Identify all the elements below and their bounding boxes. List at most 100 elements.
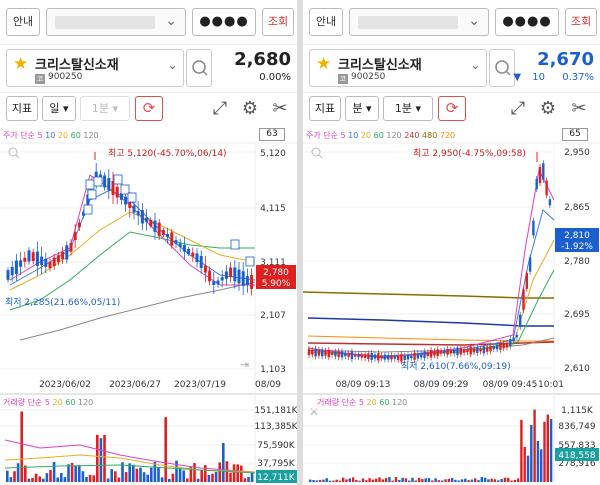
candle [545, 180, 548, 196]
scroll-arrow-icon[interactable]: ⇥ [240, 358, 249, 371]
volume-bar [427, 478, 431, 482]
candle [311, 349, 314, 355]
candle [203, 265, 207, 273]
indicator-button[interactable]: 지표 [6, 96, 38, 121]
volume-bar [500, 478, 503, 482]
candle [212, 281, 216, 285]
volume-bar [88, 474, 92, 482]
candle [469, 346, 472, 355]
volume-bar [16, 463, 20, 482]
password-field[interactable]: ●●●● [495, 8, 559, 36]
candle [420, 353, 423, 358]
candle [10, 267, 14, 276]
expand-icon[interactable]: ⤢ [212, 98, 228, 119]
search-icon[interactable] [489, 49, 515, 87]
volume-bar [171, 473, 175, 482]
volume-bar [474, 478, 477, 482]
candle [502, 343, 505, 349]
candle [103, 175, 107, 188]
tools-icon[interactable]: ✂ [571, 98, 587, 119]
account-bar: 안내 ⌄ ●●●● 조회 [303, 0, 600, 42]
interval-select[interactable]: 1분 ▾ [383, 96, 433, 121]
candle [532, 220, 535, 236]
candle [330, 352, 334, 355]
refresh-icon[interactable]: ⟳ [135, 96, 163, 121]
interval-select[interactable]: 1분 ▾ [80, 96, 130, 121]
x-tick: 10:01 [538, 380, 564, 390]
volume-bar [394, 477, 398, 482]
volume-bar [117, 477, 121, 482]
account-select[interactable]: ⌄ [46, 8, 186, 36]
volume-bar [401, 477, 404, 482]
gear-icon[interactable]: ⚙ [241, 98, 259, 119]
y-tick: 2,695 [564, 310, 590, 320]
volume-bar [332, 480, 335, 482]
volume-bar [513, 479, 516, 482]
volume-bar [507, 477, 510, 482]
candle [403, 355, 406, 360]
x-tick: 08/09 09:13 [336, 380, 391, 390]
candle [436, 349, 439, 357]
chart-count: 63 [259, 128, 285, 141]
search-button[interactable]: 조회 [565, 8, 597, 36]
volume-bar [431, 480, 434, 482]
candle [77, 222, 81, 228]
star-icon[interactable]: ★ [13, 54, 29, 74]
x-tick: 08/09 [255, 380, 281, 390]
volume-bar [414, 480, 417, 482]
volume-bar [348, 478, 351, 482]
volume-bar [328, 480, 332, 482]
volume-bar [34, 473, 38, 482]
candle [535, 178, 538, 190]
current-price: 2,670 [537, 49, 594, 70]
candle [195, 253, 199, 263]
volume-bar [309, 479, 312, 482]
gear-icon[interactable]: ⚙ [539, 98, 557, 119]
candle [61, 251, 65, 260]
candle [363, 354, 367, 359]
candle [515, 334, 519, 338]
stock-selector[interactable]: ★ 크리스탈신소재 코 900250 ⌄ [6, 49, 184, 87]
volume-bar [325, 478, 328, 482]
volume-bar [204, 465, 207, 482]
candle [499, 343, 502, 350]
volume-bar [421, 479, 424, 482]
volume-bar [335, 479, 338, 482]
stock-selector[interactable]: ★ 크리스탈신소재 코 900250 ⌄ [309, 49, 487, 87]
volume-bar [193, 463, 196, 482]
y-tick: 2,780 [564, 257, 590, 267]
period-select[interactable]: 분 ▾ [345, 96, 379, 121]
candle [35, 251, 39, 266]
info-button[interactable]: 안내 [309, 8, 343, 36]
star-icon[interactable]: ★ [316, 54, 332, 74]
vol-tick: 113,385K [254, 422, 297, 432]
volume-bar [56, 477, 59, 482]
candle [439, 351, 443, 354]
stock-info: ★ 크리스탈신소재 코 900250 ⌄ 2,670 ▼ 10 0.37% [303, 44, 600, 90]
candle [449, 349, 453, 354]
search-button[interactable]: 조회 [262, 8, 294, 36]
candle [344, 353, 347, 357]
tools-icon[interactable]: ✂ [272, 98, 288, 119]
search-icon[interactable] [186, 49, 212, 87]
volume-bar [218, 462, 221, 482]
account-select[interactable]: ⌄ [349, 8, 489, 36]
candle [241, 271, 245, 286]
volume-bar [31, 477, 34, 482]
volume-bar [464, 478, 467, 482]
candle [390, 355, 393, 360]
volume-bar [365, 480, 368, 482]
refresh-icon[interactable]: ⟳ [438, 96, 466, 121]
info-button[interactable]: 안내 [6, 8, 40, 36]
expand-icon[interactable]: ⤢ [510, 98, 526, 119]
candle [525, 273, 528, 289]
volume-bar [211, 473, 214, 482]
candle [456, 347, 459, 356]
candle-chart: 최고 2,950(-4.75%,09:58) 최저 2,610(7.66%,09… [303, 142, 600, 485]
period-select[interactable]: 일 ▾ [42, 96, 76, 121]
indicator-button[interactable]: 지표 [309, 96, 341, 121]
password-field[interactable]: ●●●● [192, 8, 256, 36]
close-icon[interactable]: ✕ [309, 405, 319, 419]
candle [387, 355, 390, 360]
candle [19, 260, 23, 267]
